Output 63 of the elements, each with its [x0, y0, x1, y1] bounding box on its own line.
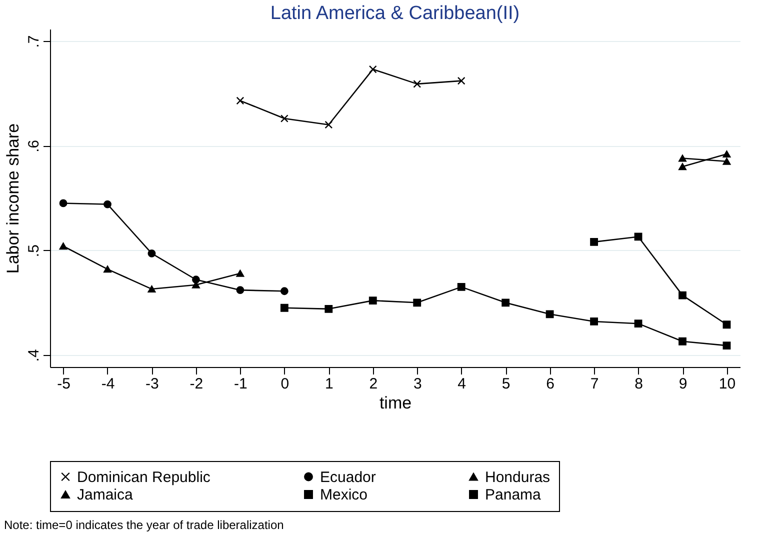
point — [634, 232, 642, 241]
point — [413, 80, 422, 88]
legend-label: Dominican Republic — [77, 468, 211, 486]
point — [59, 199, 68, 208]
legend-label: Panama — [485, 486, 542, 504]
point — [280, 304, 288, 312]
point — [590, 238, 598, 246]
point — [280, 114, 288, 122]
point — [236, 96, 244, 105]
point — [236, 286, 244, 294]
point — [148, 286, 156, 293]
point — [722, 342, 731, 350]
x-tick-label: 2 — [369, 376, 378, 392]
point — [546, 310, 554, 318]
legend-label: Mexico — [320, 486, 368, 504]
y-tick-label: .4 — [26, 349, 42, 362]
point — [148, 250, 156, 258]
x-tick-label: -5 — [57, 376, 70, 392]
point — [722, 320, 731, 329]
x-tick-label: 1 — [324, 376, 334, 392]
x-tick-label: -3 — [146, 376, 159, 392]
legend-label: Honduras — [485, 468, 550, 486]
x-axis-title: time — [379, 394, 412, 412]
chart-title: Latin America & Caribbean(II) — [270, 3, 520, 24]
x-tick-label: 8 — [634, 376, 643, 392]
point — [413, 298, 422, 307]
x-tick-label: 10 — [718, 376, 736, 392]
x-tick-label: 3 — [413, 376, 422, 392]
x-tick-label: 5 — [502, 376, 510, 392]
point — [457, 76, 466, 85]
y-tick-label: .6 — [26, 140, 42, 152]
point — [634, 320, 642, 328]
point — [722, 158, 731, 165]
point — [368, 65, 377, 74]
x-tick-label: 4 — [458, 376, 466, 392]
point — [192, 276, 200, 284]
x-tick-label: 7 — [590, 376, 599, 392]
y-tick-label: .5 — [26, 244, 42, 258]
x-tick-label: -2 — [190, 376, 204, 392]
point — [280, 287, 288, 296]
point — [324, 120, 333, 129]
point — [457, 282, 466, 291]
point — [368, 296, 377, 305]
x-tick-label: 0 — [280, 376, 290, 392]
legend-label: Ecuador — [320, 468, 376, 486]
point — [502, 298, 510, 307]
y-tick-label: .7 — [26, 35, 42, 48]
point — [590, 318, 598, 326]
legend-label: Jamaica — [77, 486, 134, 504]
x-tick-label: 6 — [546, 376, 554, 392]
point — [104, 200, 112, 208]
point — [104, 266, 112, 273]
point — [678, 291, 686, 300]
x-tick-label: 9 — [678, 376, 688, 392]
x-tick-label: -1 — [234, 376, 248, 392]
text: Note: time=0 indicates the year of trade liberalization — [4, 518, 284, 532]
point — [59, 242, 68, 250]
x-tick-label: -4 — [101, 376, 115, 392]
y-axis-title: Labor income share — [4, 123, 22, 274]
point — [678, 154, 686, 162]
point — [236, 270, 244, 277]
point — [324, 304, 333, 313]
point — [678, 337, 686, 346]
